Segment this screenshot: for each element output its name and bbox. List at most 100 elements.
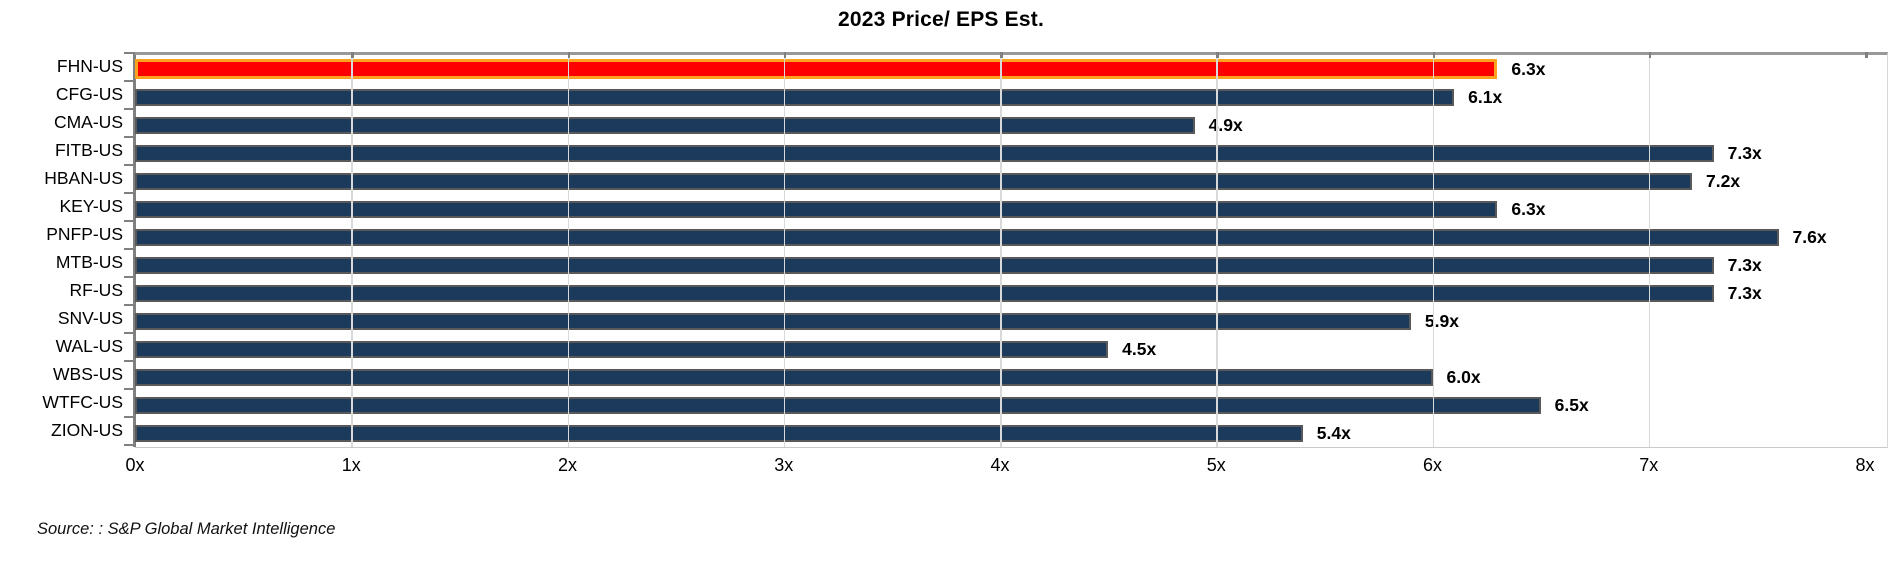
bar bbox=[135, 116, 1195, 134]
y-axis-tick bbox=[124, 444, 133, 446]
y-axis-tick bbox=[124, 304, 133, 306]
top-axis-tick bbox=[783, 52, 787, 58]
bar-row: 6.5x bbox=[135, 391, 1887, 419]
y-axis-label: ZION-US bbox=[51, 420, 123, 440]
highlighted-bar bbox=[135, 59, 1498, 79]
x-axis-tick-label: 1x bbox=[341, 455, 361, 475]
gridline bbox=[351, 55, 353, 447]
bar-row: 6.3x bbox=[135, 55, 1887, 83]
x-axis-tick-label: 5x bbox=[1206, 455, 1226, 475]
x-axis-tick-label: 0x bbox=[125, 455, 145, 475]
gridline bbox=[1432, 55, 1434, 447]
bar-row: 6.3x bbox=[135, 195, 1887, 223]
bar bbox=[135, 312, 1411, 330]
bar-value-label: 6.5x bbox=[1554, 394, 1589, 415]
bar-row: 6.0x bbox=[135, 363, 1887, 391]
bar-value-label: 7.6x bbox=[1792, 226, 1827, 247]
source-note: Source: : S&P Global Market Intelligence bbox=[37, 520, 336, 538]
y-axis-label: FITB-US bbox=[54, 140, 123, 160]
y-axis-tick bbox=[124, 248, 133, 250]
bar bbox=[135, 424, 1303, 442]
bar-row: 7.2x bbox=[135, 167, 1887, 195]
bar-row: 4.9x bbox=[135, 111, 1887, 139]
bar bbox=[135, 340, 1109, 358]
y-axis-tick bbox=[124, 108, 133, 110]
y-axis-tick bbox=[124, 416, 133, 418]
y-axis-tick bbox=[124, 80, 133, 82]
bar-row: 6.1x bbox=[135, 83, 1887, 111]
y-axis-label: MTB-US bbox=[55, 252, 123, 272]
x-axis-tick-label: 6x bbox=[1422, 455, 1443, 475]
x-axis-tick-label: 7x bbox=[1639, 455, 1659, 475]
top-axis-tick bbox=[1648, 52, 1652, 58]
y-axis-label: FHN-US bbox=[56, 56, 123, 76]
y-axis-line bbox=[124, 52, 136, 447]
x-axis-tick-label: 2x bbox=[557, 455, 578, 475]
bar-value-label: 6.3x bbox=[1511, 198, 1546, 219]
y-axis-tick bbox=[124, 52, 133, 54]
y-axis-label: KEY-US bbox=[59, 196, 123, 216]
chart-title: 2023 Price/ EPS Est. bbox=[838, 8, 1044, 31]
bar-row: 5.9x bbox=[135, 307, 1887, 335]
bar-value-label: 5.4x bbox=[1316, 422, 1351, 443]
bar-value-label: 6.1x bbox=[1468, 86, 1503, 107]
gridline bbox=[567, 55, 569, 447]
bar-value-label: 6.0x bbox=[1446, 366, 1481, 387]
y-axis-label: SNV-US bbox=[57, 308, 123, 328]
top-axis-tick bbox=[351, 52, 354, 58]
y-axis-label: HBAN-US bbox=[44, 168, 123, 188]
gridline bbox=[1648, 55, 1651, 447]
bar-row: 7.6x bbox=[135, 223, 1887, 251]
bar-row: 5.4x bbox=[135, 419, 1887, 447]
gridline bbox=[1000, 55, 1002, 447]
bar-value-label: 6.3x bbox=[1511, 58, 1546, 79]
bar-value-label: 5.9x bbox=[1424, 310, 1459, 331]
bar-row: 7.3x bbox=[135, 251, 1887, 279]
y-axis-label: WBS-US bbox=[53, 364, 123, 384]
bar-value-label: 7.2x bbox=[1706, 170, 1741, 191]
bar bbox=[135, 396, 1541, 414]
y-axis-label: CMA-US bbox=[53, 112, 123, 132]
bar bbox=[135, 88, 1455, 106]
y-axis-tick bbox=[124, 220, 133, 222]
bar-value-label: 4.9x bbox=[1208, 114, 1243, 135]
x-axis-tick-label: 8x bbox=[1855, 455, 1875, 475]
y-axis-tick bbox=[124, 164, 133, 166]
plot-area: 6.3x 6.1x 4.9x 7.3x 7.2x 6.3x 7.6x 7.3x 7.3x 5.9x… bbox=[135, 52, 1888, 448]
bar bbox=[135, 144, 1714, 162]
bar-row: 7.3x bbox=[135, 139, 1887, 167]
x-axis-tick-label: 3x bbox=[774, 455, 794, 475]
gridline bbox=[1216, 55, 1218, 447]
y-axis-labels: FHN-US CFG-US CMA-US FITB-US HBAN-US KEY-US PN… bbox=[0, 52, 123, 444]
top-axis-tick bbox=[1432, 52, 1435, 58]
y-axis-label: RF-US bbox=[69, 280, 123, 300]
bar bbox=[135, 256, 1714, 274]
gridline bbox=[783, 55, 786, 447]
bar-rows: 6.3x 6.1x 4.9x 7.3x 7.2x 6.3x 7.6x 7.3x 7.3x 5.9x… bbox=[135, 55, 1887, 447]
y-axis-label: WTFC-US bbox=[42, 392, 123, 412]
bar bbox=[135, 200, 1498, 218]
y-axis-tick bbox=[124, 276, 133, 278]
bar-value-label: 7.3x bbox=[1727, 282, 1762, 303]
x-axis-tick-label: 4x bbox=[990, 455, 1010, 475]
y-axis-label: CFG-US bbox=[55, 84, 123, 104]
bar-value-label: 4.5x bbox=[1122, 338, 1157, 359]
bar bbox=[135, 284, 1714, 302]
y-axis-label: WAL-US bbox=[55, 336, 123, 356]
top-axis-tick bbox=[567, 52, 570, 58]
y-axis-tick bbox=[124, 136, 133, 138]
top-axis-tick bbox=[1216, 52, 1219, 58]
top-axis-tick bbox=[1865, 52, 1868, 58]
bar bbox=[135, 172, 1692, 190]
y-axis-tick bbox=[124, 332, 133, 334]
bar-row: 4.5x bbox=[135, 335, 1887, 363]
bar-value-label: 7.3x bbox=[1727, 142, 1762, 163]
y-axis-tick bbox=[124, 388, 133, 390]
bar bbox=[135, 228, 1779, 246]
bar-value-label: 7.3x bbox=[1727, 254, 1762, 275]
bar-row: 7.3x bbox=[135, 279, 1887, 307]
top-axis-tick bbox=[1000, 52, 1003, 58]
y-axis-label: PNFP-US bbox=[46, 224, 123, 244]
y-axis-tick bbox=[124, 192, 133, 194]
